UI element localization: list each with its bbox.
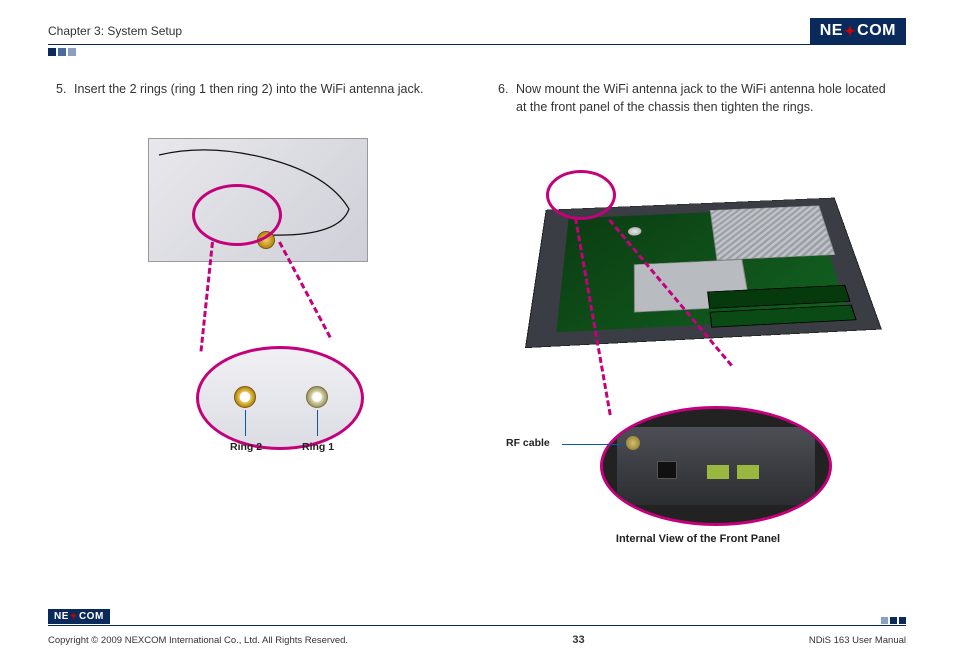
accent-square: [899, 617, 906, 624]
label-leader-line: [562, 444, 626, 445]
copyright-text: Copyright © 2009 NEXCOM International Co…: [48, 635, 348, 646]
logo-text-right: COM: [857, 22, 896, 40]
label-leader-line: [245, 410, 246, 436]
header-rule: [48, 44, 906, 45]
step-number: 6.: [498, 80, 516, 116]
zoom-ellipse: [196, 346, 364, 450]
content-area: 5. Insert the 2 rings (ring 1 then ring …: [48, 80, 906, 602]
chapter-title: Chapter 3: System Setup: [48, 24, 182, 38]
step-6: 6. Now mount the WiFi antenna jack to th…: [498, 80, 898, 116]
footer-logo-row: NE ✦ COM: [48, 609, 906, 624]
logo-text-right: COM: [79, 611, 104, 622]
ring2-icon: [234, 386, 256, 408]
logo-separator-icon: ✦: [70, 611, 78, 622]
right-figure: RF cable Internal View of the Front Pane…: [498, 128, 898, 508]
footer-brand-logo: NE ✦ COM: [48, 609, 110, 624]
label-leader-line: [317, 410, 318, 436]
step-5: 5. Insert the 2 rings (ring 1 then ring …: [56, 80, 456, 98]
ring1-label: Ring 1: [302, 440, 334, 455]
front-panel-inner: [617, 427, 816, 505]
logo-text-left: NE: [820, 22, 843, 40]
callout-ellipse: [546, 170, 616, 220]
footer-text-row: Copyright © 2009 NEXCOM International Co…: [48, 634, 906, 646]
accent-square: [58, 48, 66, 56]
brand-logo: NE ✦ COM: [810, 18, 906, 44]
zoom-ellipse-front-panel: [600, 406, 832, 526]
accent-square: [48, 48, 56, 56]
page-number: 33: [572, 634, 584, 646]
rf-cable-label: RF cable: [506, 436, 550, 451]
ring1-icon: [306, 386, 328, 408]
heatsink-icon: [710, 206, 835, 261]
step-text: Now mount the WiFi antenna jack to the W…: [516, 80, 898, 116]
io-port-icon: [707, 465, 729, 479]
step-number: 5.: [56, 80, 74, 98]
ring2-label: Ring 2: [230, 440, 262, 455]
footer-rule: [48, 625, 906, 626]
chassis-body: [525, 198, 882, 349]
footer-accent-squares: [881, 617, 906, 624]
left-column: 5. Insert the 2 rings (ring 1 then ring …: [48, 80, 480, 602]
right-column: 6. Now mount the WiFi antenna jack to th…: [480, 80, 906, 602]
accent-square: [68, 48, 76, 56]
accent-square: [890, 617, 897, 624]
logo-separator-icon: ✦: [844, 23, 856, 40]
ethernet-port-icon: [657, 461, 677, 479]
left-figure: Ring 2 Ring 1: [56, 110, 456, 490]
io-port-icon: [737, 465, 759, 479]
callout-ellipse: [192, 184, 282, 246]
step-text: Insert the 2 rings (ring 1 then ring 2) …: [74, 80, 456, 98]
figure-caption: Internal View of the Front Panel: [498, 532, 898, 548]
manual-name: NDiS 163 User Manual: [809, 635, 906, 646]
header-accent-squares: [48, 48, 76, 56]
logo-text-left: NE: [54, 611, 69, 622]
page-header: Chapter 3: System Setup NE ✦ COM: [48, 18, 906, 44]
accent-square: [881, 617, 888, 624]
